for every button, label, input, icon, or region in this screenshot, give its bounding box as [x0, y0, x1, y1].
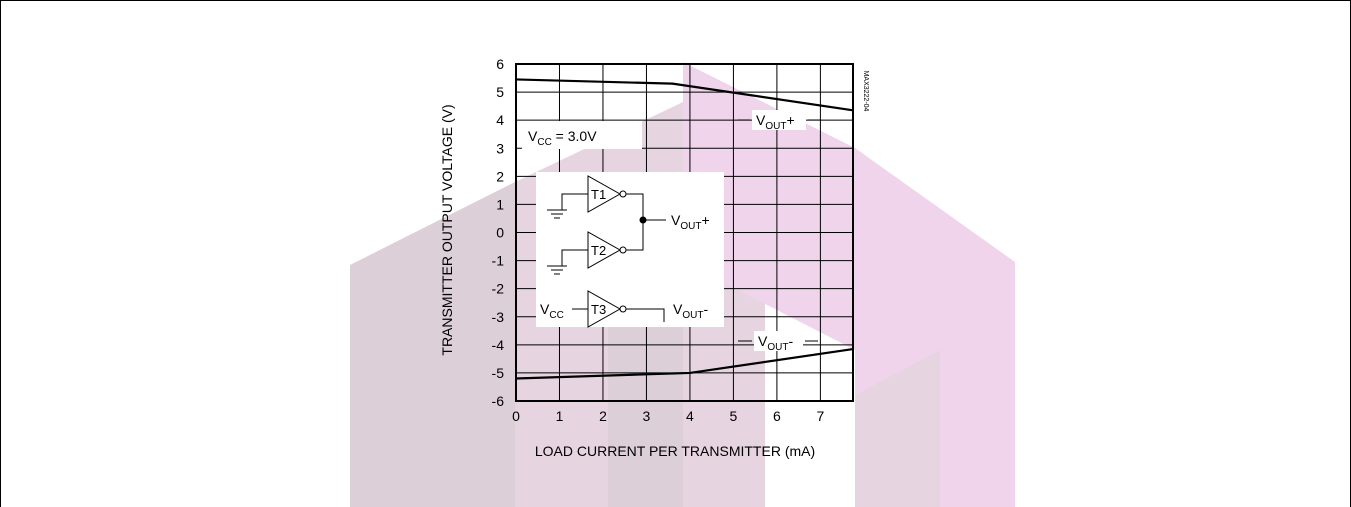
circuit-vout-minus-label: VOUT- [673, 301, 708, 321]
watermark-shape [350, 182, 515, 507]
wire [626, 308, 665, 322]
circuit-labels: T1 T2 T3 VOUT+ VCC VOUT- [540, 187, 710, 321]
y-tick-label: -2 [492, 281, 505, 297]
y-tick-label: -5 [492, 365, 505, 381]
y-tick-label: 1 [496, 196, 504, 212]
vcc-label-bg [522, 121, 642, 149]
x-tick-label: 4 [686, 408, 694, 424]
vout-minus-curve-label: VOUT- [738, 331, 818, 353]
x-tick-label: 5 [730, 408, 738, 424]
y-tick-label: -1 [492, 253, 505, 269]
x-tick-label: 6 [773, 408, 781, 424]
y-tick-label: 4 [496, 112, 504, 128]
label-bg [752, 110, 806, 130]
plot-border [515, 63, 854, 402]
y-tick-label: 6 [496, 56, 504, 72]
t1-label: T1 [591, 187, 606, 202]
wire [561, 193, 588, 210]
series-group [515, 78, 854, 380]
vcc-label: VCC = 3.0V [528, 128, 597, 148]
vcc-annotation: VCC = 3.0V [522, 121, 642, 149]
y-tick-label: 0 [496, 225, 504, 241]
label-bg [754, 331, 803, 351]
y-tick-label: 5 [496, 84, 504, 100]
inverter-bubble-t1 [619, 190, 627, 198]
circuit-vout-plus-label: VOUT+ [671, 212, 710, 232]
y-tick-label: -6 [492, 393, 505, 409]
tick-labels: 0 1 2 3 4 5 6 7 6 5 4 3 2 1 0 -1 -2 -3 -4 -5 -6 [492, 56, 825, 424]
inverter-bubble-t2 [619, 246, 627, 254]
vout-minus-series-label: VOUT- [758, 333, 793, 353]
x-tick-label: 2 [599, 408, 607, 424]
y-tick-label: -3 [492, 309, 505, 325]
inverter-bubble-t3 [619, 305, 627, 313]
x-tick-label: 1 [556, 408, 564, 424]
circuit-inset [536, 172, 724, 328]
x-tick-label: 3 [643, 408, 651, 424]
vout-plus-series-label: VOUT+ [756, 112, 795, 132]
t3-label: T3 [591, 302, 606, 317]
x-tick-label: 7 [816, 408, 824, 424]
watermark-shape [683, 62, 855, 350]
y-tick-label: 2 [496, 168, 504, 184]
x-axis-title: LOAD CURRENT PER TRANSMITTER (mA) [535, 443, 815, 459]
vout-plus-curve-label: VOUT+ [738, 110, 820, 132]
y-axis-title: TRANSMITTER OUTPUT VOLTAGE (V) [439, 104, 455, 355]
y-tick-label: -4 [492, 337, 505, 353]
chart-code: MAX3222-04 [862, 71, 869, 112]
plot-box [515, 63, 854, 402]
watermark-shape [855, 350, 940, 507]
wire [561, 249, 588, 266]
junction-dot [639, 216, 647, 224]
series-line-vout-plus [515, 78, 854, 112]
t2-label: T2 [591, 243, 606, 258]
circuit-vcc-label: VCC [540, 301, 564, 321]
y-tick-label: 3 [496, 140, 504, 156]
x-tick-label: 0 [512, 408, 520, 424]
series-line-vout-minus [515, 347, 854, 380]
